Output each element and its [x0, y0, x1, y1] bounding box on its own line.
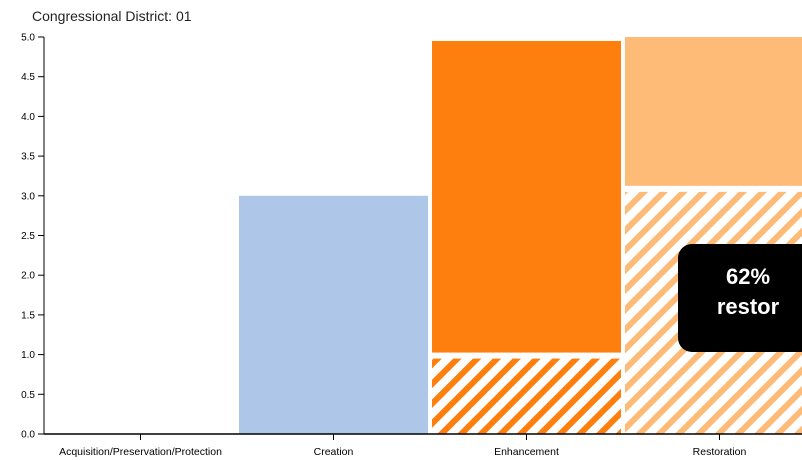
- y-tick-label: 0.5: [21, 390, 35, 401]
- bars-group: [239, 37, 802, 434]
- tooltip-percent: 62%: [725, 264, 771, 289]
- x-tick-label: Restoration: [693, 446, 747, 458]
- x-tick-label: Creation: [314, 446, 354, 458]
- bar-hatched-2[interactable]: [432, 358, 621, 434]
- y-tick-label: 4.5: [21, 72, 35, 83]
- y-tick-label: 3.5: [21, 152, 35, 163]
- bar-solid-2[interactable]: [432, 40, 621, 353]
- chart-subtitle: Congressional District: 01: [32, 8, 192, 24]
- x-axis: Acquisition/Preservation/Protection Creat…: [44, 433, 802, 458]
- y-tick-label: 3.0: [21, 191, 35, 202]
- tooltip-category: restor: [716, 294, 780, 319]
- y-tick-label: 4.0: [21, 112, 35, 123]
- y-tick-label: 0.0: [21, 430, 35, 441]
- y-tick-label: 2.5: [21, 231, 35, 242]
- y-tick-label: 5.0: [21, 33, 35, 44]
- x-tick-label: Enhancement: [494, 446, 559, 458]
- y-axis: 0.0 0.5 1.0 1.5 2.0 2.5 3.0 3.5 4.0 4.5 5.0: [21, 33, 45, 441]
- hover-tooltip: 62% restor: [678, 244, 802, 352]
- bar-solid-1[interactable]: [239, 195, 428, 434]
- bar-solid-3[interactable]: [625, 37, 802, 186]
- y-tick-label: 1.5: [21, 310, 35, 321]
- y-tick-label: 1.0: [21, 350, 35, 361]
- y-tick-label: 2.0: [21, 271, 35, 282]
- x-tick-label: Acquisition/Preservation/Protection: [59, 446, 222, 458]
